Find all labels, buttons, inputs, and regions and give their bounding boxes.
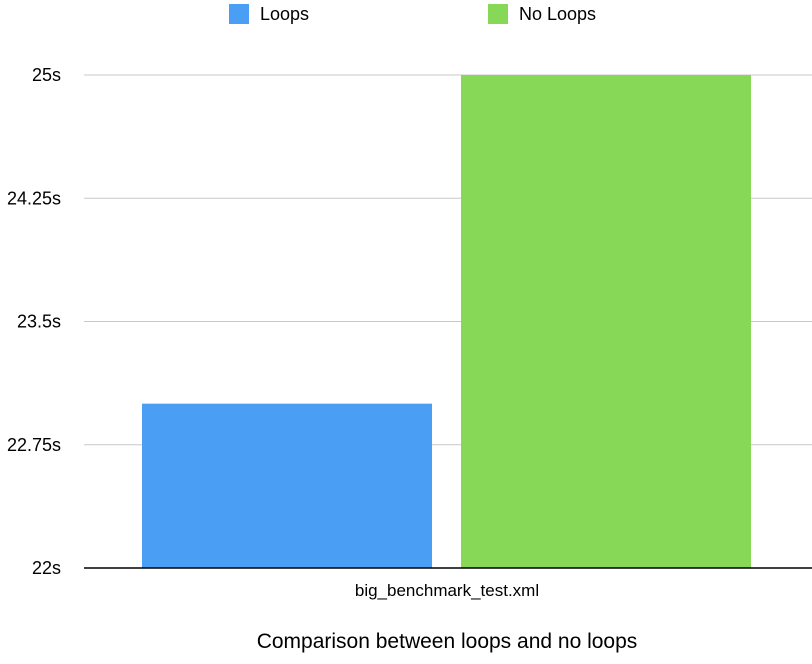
y-tick-label: 24.25s xyxy=(7,188,61,208)
y-tick-label: 22s xyxy=(32,558,61,578)
bar-no-loops xyxy=(461,75,751,568)
x-axis-title: Comparison between loops and no loops xyxy=(257,630,638,653)
y-axis-ticks: 22s 22.75s 23.5s 24.25s 25s xyxy=(7,65,61,578)
y-tick-label: 23.5s xyxy=(17,312,61,332)
legend-label: Loops xyxy=(260,4,309,24)
bar-loops xyxy=(142,403,432,568)
y-tick-label: 22.75s xyxy=(7,435,61,455)
x-category-label: big_benchmark_test.xml xyxy=(355,581,539,600)
y-tick-label: 25s xyxy=(32,65,61,85)
legend: Loops No Loops xyxy=(229,4,596,24)
bars xyxy=(142,75,751,568)
legend-swatch xyxy=(229,4,249,24)
legend-label: No Loops xyxy=(519,4,596,24)
legend-swatch xyxy=(488,4,508,24)
